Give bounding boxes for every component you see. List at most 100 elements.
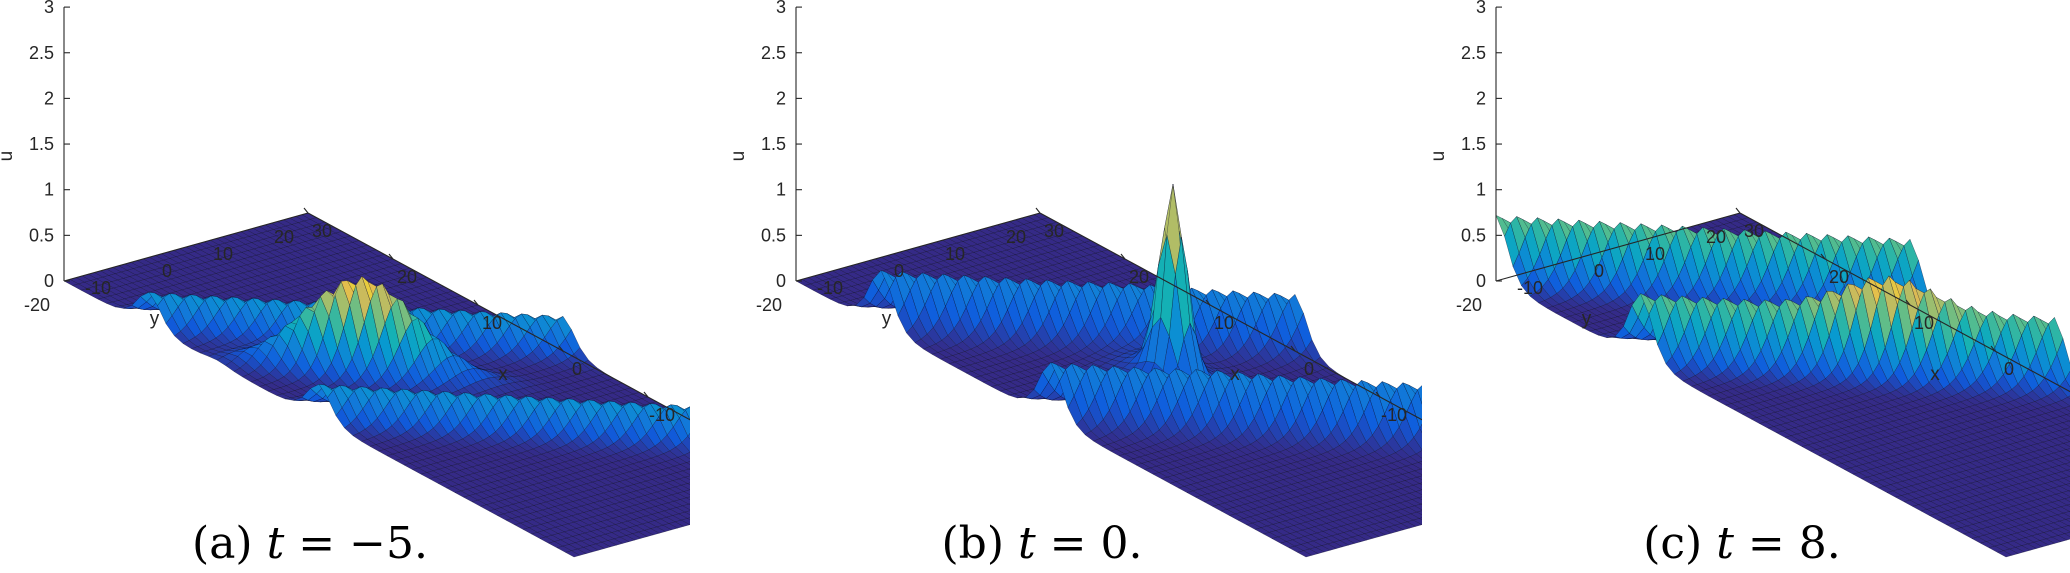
surface-facet [1420, 468, 1422, 470]
z-tick-label: 1.5 [29, 134, 54, 154]
x-tick-label: -10 [649, 405, 675, 425]
surface-facet [679, 497, 690, 505]
surface-facet [682, 468, 690, 475]
axes: 32.521.510.50u-20-1001020y3020100-10-20-… [0, 0, 690, 425]
panel-c: 32.521.510.50u-20-1001020y3020100-10-20-… [1432, 0, 2070, 569]
z-axis-label: u [0, 151, 17, 162]
surface-facet [1409, 491, 1422, 498]
axes: 32.521.510.50u-20-1001020y3020100-10-20-… [732, 0, 1422, 425]
surface-facet [1416, 510, 1422, 515]
surface-facet [679, 409, 690, 437]
surface-facet [688, 503, 690, 505]
z-tick-label: 1.5 [761, 134, 786, 154]
x-tick-label: 0 [572, 359, 582, 379]
y-axis-line [795, 212, 1041, 282]
surface-facet [684, 510, 690, 515]
z-tick-label: 2.5 [29, 43, 54, 63]
surface-facet [1411, 497, 1422, 505]
surface-facet [1419, 517, 1422, 520]
y-tick-label: 10 [945, 244, 965, 264]
surface-facet [678, 477, 690, 484]
surface-facet [675, 485, 690, 492]
y-tick-label: -20 [24, 295, 50, 315]
x-tick-mark [473, 299, 479, 306]
x-tick-label: -10 [1381, 405, 1407, 425]
surface-facet [687, 433, 690, 440]
surface-facet [676, 505, 690, 513]
z-tick-label: 0.5 [29, 225, 54, 245]
z-tick-label: 2.5 [761, 43, 786, 63]
surface-facet [687, 482, 690, 485]
y-axis-label: y [882, 309, 892, 330]
surface-facet [1413, 427, 1422, 451]
z-axis-label: u [732, 151, 749, 162]
surface-facet [1407, 485, 1422, 492]
surface-facet [682, 503, 690, 510]
surface-facet [1408, 470, 1422, 478]
surface-facet [683, 452, 690, 460]
surface-facet [1417, 385, 1422, 405]
surface-facet [1418, 461, 1422, 465]
y-axis-line [63, 212, 309, 282]
y-tick-label: -10 [817, 278, 843, 298]
surface-facet [676, 470, 690, 478]
x-tick-mark [1035, 207, 1041, 214]
surface-facet [675, 442, 690, 456]
y-tick-label: -20 [756, 295, 782, 315]
surface-facet [1409, 453, 1422, 463]
surface-facet [684, 475, 690, 480]
z-tick-label: 3 [44, 0, 54, 17]
caption: (b) t = 0. [942, 518, 1143, 569]
y-axis-label: y [150, 309, 160, 330]
surface-facet [1408, 385, 1422, 394]
surface-facet [1420, 503, 1422, 505]
surface-facet [685, 406, 690, 421]
x-tick-mark [1375, 391, 1381, 398]
x-tick-label: 30 [312, 221, 332, 241]
x-tick-mark [558, 345, 564, 352]
surface-facet [1413, 483, 1422, 490]
surface-facet [1419, 482, 1422, 485]
y-tick-label: 20 [274, 227, 294, 247]
y-tick-label: -10 [85, 278, 111, 298]
panel-a: 32.521.510.50u-20-1001020y3020100-10-20-… [0, 0, 690, 569]
x-tick-label: 20 [1129, 267, 1149, 287]
x-tick-label: 20 [397, 267, 417, 287]
surface-facet [1417, 496, 1422, 500]
surface-facet [687, 517, 690, 520]
z-tick-label: 2 [776, 88, 786, 108]
x-tick-label: 10 [482, 313, 502, 333]
surface-facet [1414, 468, 1422, 475]
x-tick-mark [1120, 253, 1126, 260]
x-tick-mark [643, 391, 649, 398]
surface-facet [1419, 423, 1422, 433]
z-tick-label: 0 [776, 271, 786, 291]
surface-plot [63, 212, 690, 558]
surface-facet [1412, 462, 1422, 470]
z-tick-label: 1 [776, 180, 786, 200]
surface-facet [681, 483, 690, 490]
z-tick-label: 3 [776, 0, 786, 17]
x-tick-mark [1205, 299, 1211, 306]
x-tick-label: 10 [1214, 313, 1234, 333]
surface-facet [688, 468, 690, 470]
surface-facet [683, 489, 690, 495]
surface-facet [678, 511, 690, 519]
z-tick-label: 0 [44, 271, 54, 291]
surface-facet [677, 491, 690, 498]
y-tick-label: 20 [1006, 227, 1026, 247]
y-tick-label: 0 [894, 261, 904, 281]
y-tick-label: 0 [162, 261, 172, 281]
surface-plot [795, 184, 1422, 558]
z-tick-label: 0.5 [761, 225, 786, 245]
surface-facet [1415, 450, 1422, 459]
surface-facet [1412, 518, 1422, 525]
surface-facet [1415, 489, 1422, 495]
x-tick-label: 0 [1304, 359, 1314, 379]
surface-facet [685, 496, 690, 500]
x-axis-label: x [498, 364, 508, 385]
x-axis-label: x [1230, 364, 1240, 385]
caption: (a) t = −5. [192, 518, 428, 569]
z-tick-label: 2 [44, 88, 54, 108]
